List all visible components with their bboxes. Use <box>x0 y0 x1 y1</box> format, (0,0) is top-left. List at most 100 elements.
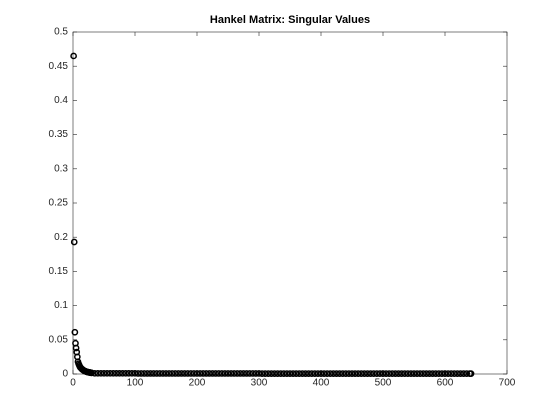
point <box>131 369 139 377</box>
point <box>91 369 99 377</box>
x-tick-label: 500 <box>375 378 392 389</box>
point <box>395 370 402 378</box>
point <box>392 370 399 378</box>
point <box>237 370 244 377</box>
point <box>441 370 449 378</box>
point <box>457 370 464 378</box>
x-tick-label: 400 <box>313 378 330 389</box>
point <box>280 370 288 378</box>
point <box>463 370 471 378</box>
y-tick-label: 0.5 <box>54 27 68 38</box>
x-tick-label: 300 <box>251 378 268 389</box>
point <box>351 370 359 378</box>
point <box>345 370 353 378</box>
point <box>165 370 173 377</box>
point <box>348 370 356 378</box>
point <box>413 370 421 378</box>
chart-title: Hankel Matrix: Singular Values <box>210 14 370 26</box>
point <box>339 370 347 378</box>
point <box>423 370 430 378</box>
point <box>333 370 340 378</box>
point <box>361 370 368 378</box>
point <box>178 370 185 377</box>
point <box>150 370 157 377</box>
x-tick-label: 200 <box>189 378 206 389</box>
point <box>125 369 133 377</box>
point <box>364 370 371 378</box>
point <box>379 370 387 378</box>
point <box>137 370 145 377</box>
point <box>113 369 120 377</box>
point <box>382 370 390 378</box>
point <box>357 370 365 378</box>
point <box>122 369 130 377</box>
point <box>292 370 300 378</box>
point <box>97 369 105 377</box>
point <box>302 370 309 378</box>
point <box>230 370 238 377</box>
point <box>252 370 260 377</box>
point <box>175 370 182 377</box>
point <box>314 370 322 378</box>
point <box>218 370 226 377</box>
point <box>243 370 250 377</box>
point <box>147 370 154 377</box>
point <box>261 370 269 378</box>
point <box>467 370 475 378</box>
point <box>407 370 415 378</box>
point <box>286 370 294 378</box>
point <box>444 370 452 378</box>
point <box>274 370 281 378</box>
point <box>249 370 257 377</box>
point <box>419 370 427 378</box>
point <box>404 370 412 378</box>
point <box>171 370 179 377</box>
point <box>311 370 319 378</box>
point <box>119 369 126 377</box>
point <box>450 370 458 378</box>
plot-area <box>72 31 508 375</box>
y-tick-label: 0.2 <box>54 232 68 243</box>
point <box>215 370 223 377</box>
point <box>277 370 285 378</box>
point <box>109 369 117 377</box>
point <box>264 370 272 378</box>
point <box>116 369 123 377</box>
point <box>212 370 219 377</box>
point <box>308 370 316 378</box>
point <box>401 370 409 378</box>
y-tick-label: 0.25 <box>49 198 69 209</box>
point <box>71 328 79 336</box>
point <box>283 370 291 378</box>
point <box>246 370 254 377</box>
point <box>221 370 229 377</box>
point <box>426 370 433 378</box>
point <box>190 370 198 377</box>
point <box>140 370 148 377</box>
point <box>193 370 201 377</box>
point <box>103 369 111 377</box>
y-tick-label: 0.45 <box>49 61 69 72</box>
point <box>240 370 247 377</box>
y-tick-label: 0.15 <box>49 266 69 277</box>
point <box>168 370 176 377</box>
point <box>206 370 213 377</box>
point <box>370 370 378 378</box>
point <box>88 369 95 377</box>
point <box>156 370 164 377</box>
y-tick-label: 0.3 <box>54 163 68 174</box>
point <box>181 370 188 377</box>
point <box>70 238 78 246</box>
point <box>299 370 306 378</box>
x-tick-label: 700 <box>499 378 516 389</box>
point <box>385 370 393 378</box>
x-tick-label: 100 <box>127 378 144 389</box>
point <box>100 369 108 377</box>
point <box>268 370 275 378</box>
y-tick-label: 0.35 <box>49 129 69 140</box>
point <box>323 370 331 378</box>
point <box>342 370 350 378</box>
point <box>144 370 151 377</box>
point <box>224 370 232 377</box>
point <box>199 370 207 377</box>
